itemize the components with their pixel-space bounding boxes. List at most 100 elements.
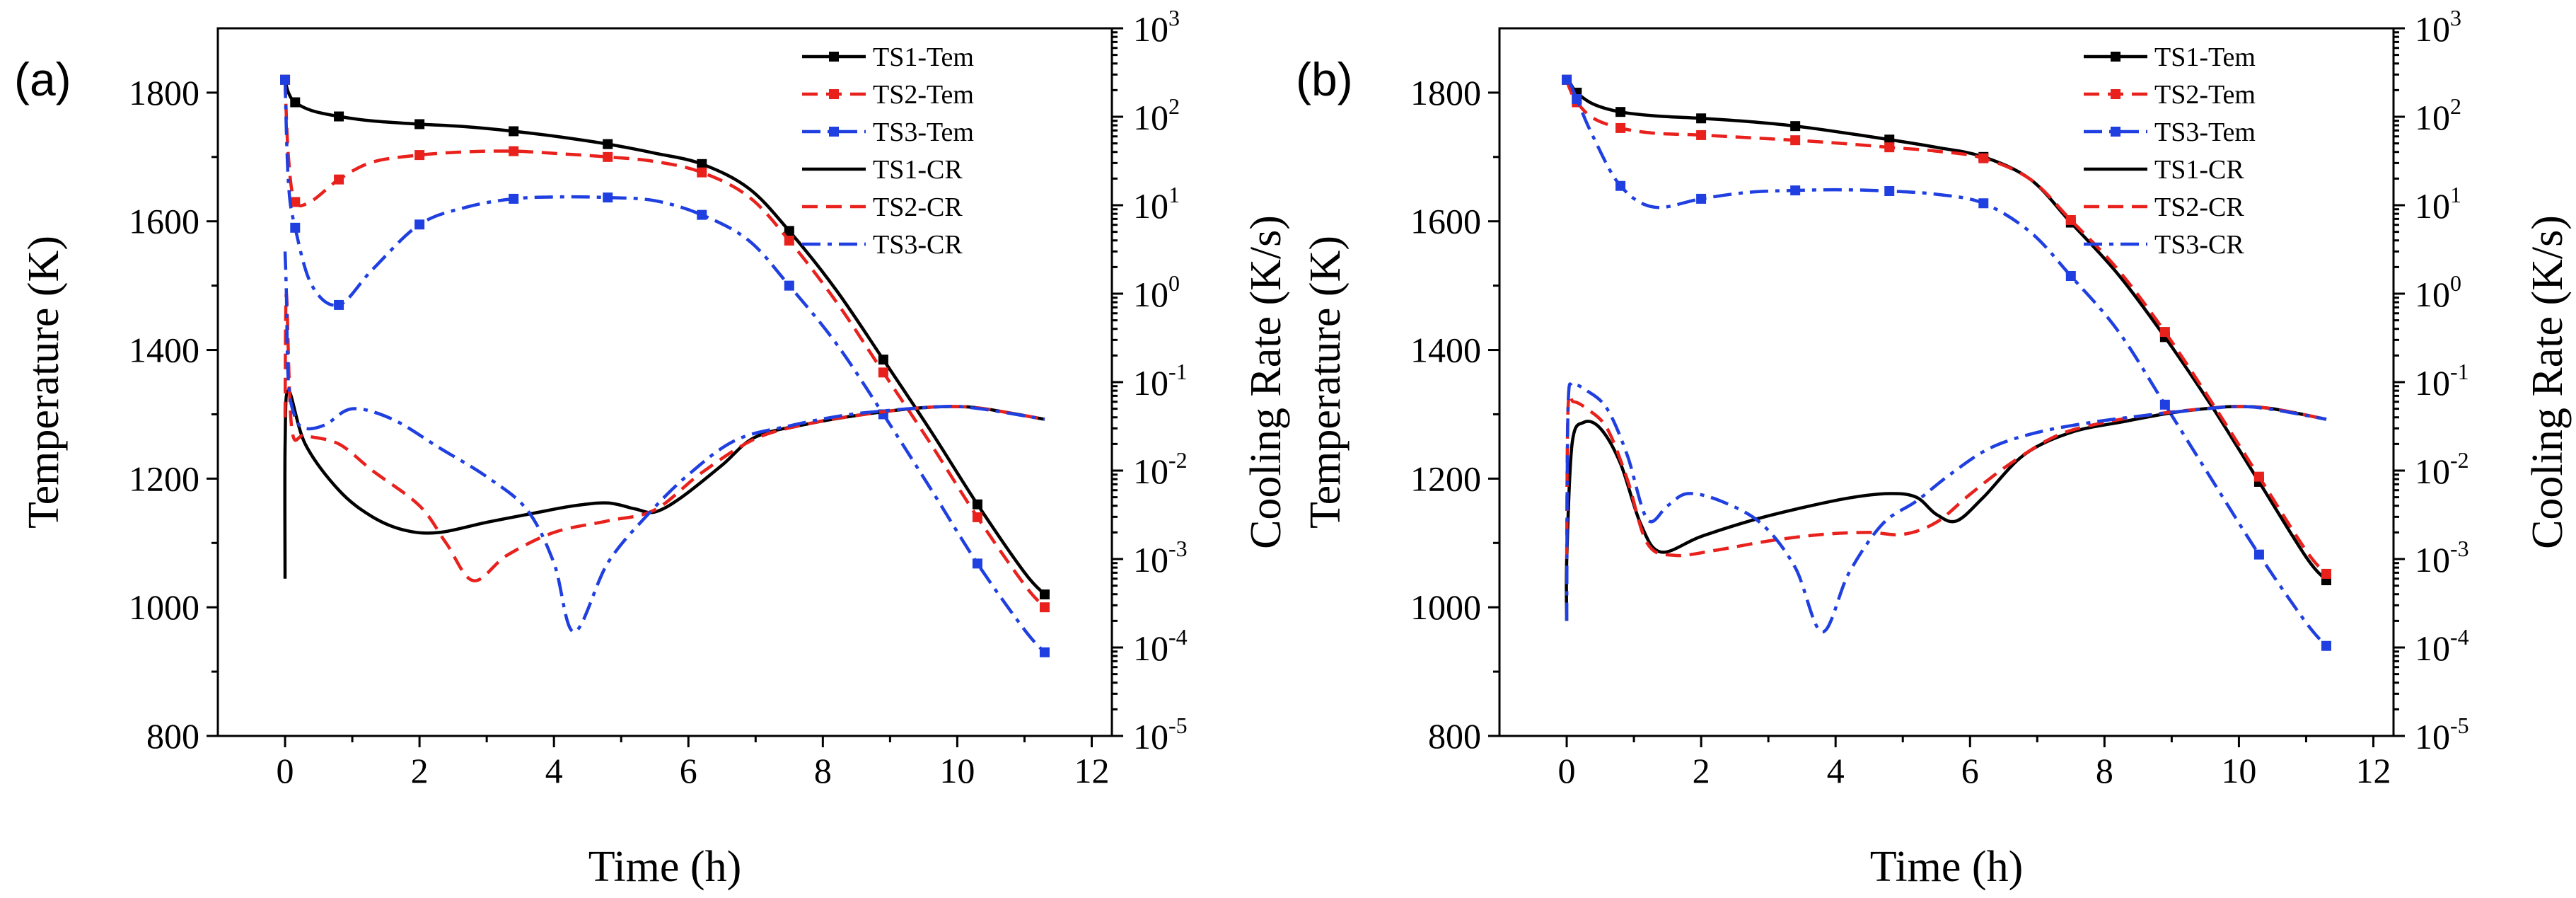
data-point-ts1-tem bbox=[414, 119, 425, 129]
y-axis-label-a: Temperature (K) bbox=[20, 236, 68, 529]
x-tick-label: 2 bbox=[411, 751, 429, 790]
legend-marker bbox=[2111, 52, 2120, 62]
legend-entry: TS2-Tem bbox=[2154, 80, 2256, 110]
y2-tick-label: 102 bbox=[2415, 93, 2461, 137]
series-line-ts1-cr bbox=[1565, 405, 2327, 621]
legend-entry: TS2-CR bbox=[2154, 192, 2244, 222]
series-line-ts1-tem bbox=[283, 79, 1046, 596]
panel-a: (a) Time (h) Temperature (K) Cooling Rat… bbox=[14, 5, 1290, 891]
y-tick-label: 800 bbox=[1428, 716, 1481, 756]
y2-tick-label: 10-5 bbox=[1133, 713, 1188, 756]
data-point-ts2-tem bbox=[2253, 471, 2264, 482]
x-tick-label: 12 bbox=[2355, 751, 2391, 790]
data-point-ts3-tem bbox=[290, 222, 301, 233]
axis-ticks-a: 0 2 4 6 8 10 12 800 1000 1200 1400 1600 1800 103 102 10… bbox=[129, 5, 1188, 790]
y2-axis-label-a: Cooling Rate (K/s) bbox=[1242, 215, 1290, 549]
data-point-ts3-tem bbox=[1978, 198, 1989, 209]
data-point-ts2-tem bbox=[334, 174, 344, 185]
x-tick-label: 6 bbox=[1961, 751, 1979, 790]
data-point-ts2-tem bbox=[414, 150, 425, 161]
y2-axis-label-b: Cooling Rate (K/s) bbox=[2524, 215, 2572, 549]
panel-label-a: (a) bbox=[14, 53, 71, 105]
data-point-ts1-tem bbox=[972, 499, 982, 510]
data-point-ts2-tem bbox=[697, 167, 707, 178]
x-tick-label: 8 bbox=[2096, 751, 2113, 790]
x-tick-label: 10 bbox=[939, 751, 975, 790]
data-point-ts1-tem bbox=[334, 111, 344, 122]
data-point-ts1-tem bbox=[784, 226, 794, 236]
series-line-ts3-cr bbox=[283, 251, 1045, 634]
data-point-ts3-tem bbox=[1572, 94, 1582, 104]
x-tick-label: 12 bbox=[1074, 751, 1109, 790]
data-point-ts3-tem bbox=[1615, 180, 1626, 191]
x-tick-label: 0 bbox=[277, 751, 294, 790]
x-tick-label: 4 bbox=[1827, 751, 1845, 790]
data-point-ts3-tem bbox=[2065, 271, 2076, 281]
y2-tick-label: 10-1 bbox=[2415, 359, 2469, 403]
series-line-ts3-tem bbox=[1565, 78, 2328, 647]
panel-label-b: (b) bbox=[1296, 53, 1353, 105]
panel-b: (b) Time (h) Temperature (K) Cooling Rat… bbox=[1296, 5, 2572, 891]
data-point-ts2-tem bbox=[1884, 142, 1895, 153]
y-tick-label: 1600 bbox=[1410, 202, 1481, 241]
data-point-ts1-tem bbox=[697, 159, 707, 169]
legend-b: TS1-Tem TS2-Tem TS3-Tem TS1-CR TS2-CR TS3-CR bbox=[2084, 42, 2256, 260]
data-point-ts2-tem bbox=[784, 236, 794, 246]
data-point-ts2-tem bbox=[290, 197, 301, 207]
series-line-ts2-tem bbox=[1565, 79, 2328, 575]
legend-entry: TS2-CR bbox=[873, 192, 963, 222]
legend-entry: TS3-Tem bbox=[2154, 117, 2256, 147]
data-point-ts3-tem bbox=[509, 193, 519, 204]
plot-frame-a bbox=[216, 27, 1113, 737]
data-point-ts3-tem bbox=[603, 192, 613, 203]
data-point-ts1-tem bbox=[1884, 134, 1895, 145]
x-tick-label: 4 bbox=[545, 751, 563, 790]
legend-a: TS1-Tem TS2-Tem TS3-Tem TS1-CR TS2-CR TS3-CR bbox=[802, 42, 974, 260]
data-point-ts2-tem bbox=[2159, 327, 2170, 338]
data-point-ts2-tem bbox=[2321, 568, 2331, 579]
data-point-ts3-tem bbox=[1039, 647, 1050, 657]
data-point-ts2-tem bbox=[1615, 122, 1626, 133]
legend-entry: TS1-CR bbox=[2154, 155, 2244, 185]
data-point-ts2-tem bbox=[509, 146, 519, 156]
y2-tick-label: 102 bbox=[1133, 93, 1180, 137]
y-tick-label: 1200 bbox=[129, 459, 199, 498]
data-point-ts1-tem bbox=[878, 355, 888, 365]
data-point-ts2-tem bbox=[1790, 135, 1801, 146]
data-point-ts3-tem bbox=[2253, 549, 2264, 560]
data-point-ts2-tem bbox=[972, 512, 982, 522]
series-line-ts2-tem bbox=[283, 79, 1046, 609]
y2-tick-label: 10-2 bbox=[1133, 447, 1188, 491]
data-point-ts3-tem bbox=[1884, 186, 1895, 196]
x-tick-label: 0 bbox=[1558, 751, 1576, 790]
y2-tick-label: 10-1 bbox=[1133, 359, 1188, 403]
legend-entry: TS3-CR bbox=[2154, 230, 2244, 260]
series-lines-a bbox=[280, 74, 1050, 657]
y2-tick-label: 101 bbox=[1133, 182, 1180, 226]
y2-tick-label: 10-5 bbox=[2415, 713, 2469, 756]
y2-tick-label: 10-4 bbox=[2415, 624, 2469, 668]
y-tick-label: 1800 bbox=[129, 73, 199, 113]
series-lines-b bbox=[1562, 74, 2331, 651]
data-point-ts1-tem bbox=[509, 126, 519, 137]
x-tick-label: 10 bbox=[2221, 751, 2256, 790]
y-tick-label: 1000 bbox=[129, 587, 199, 627]
legend-entry: TS2-Tem bbox=[873, 80, 974, 110]
data-point-ts1-tem bbox=[603, 139, 613, 149]
y2-tick-label: 10-3 bbox=[1133, 536, 1188, 580]
y2-tick-label: 101 bbox=[2415, 182, 2461, 226]
legend-marker bbox=[2111, 127, 2120, 137]
data-point-ts2-tem bbox=[878, 367, 888, 378]
legend-marker bbox=[829, 127, 839, 137]
y2-tick-label: 100 bbox=[2415, 270, 2461, 314]
y-tick-label: 1200 bbox=[1410, 459, 1481, 498]
y-tick-label: 1400 bbox=[1410, 330, 1481, 370]
legend-entry: TS1-CR bbox=[873, 155, 963, 185]
y2-tick-label: 103 bbox=[2415, 5, 2461, 49]
data-point-ts3-tem bbox=[697, 209, 707, 220]
data-point-ts3-tem bbox=[1696, 193, 1707, 204]
data-point-ts3-tem bbox=[2159, 399, 2170, 410]
data-point-ts3-tem bbox=[2321, 640, 2331, 651]
legend-entry: TS3-Tem bbox=[873, 117, 974, 147]
